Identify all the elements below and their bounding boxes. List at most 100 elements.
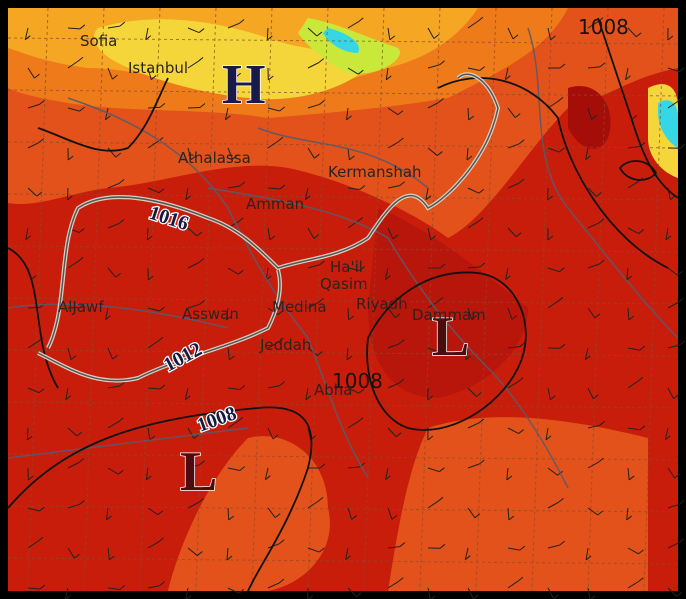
wind-barb (679, 340, 685, 346)
wind-barb (232, 154, 238, 160)
wind-barb (187, 303, 200, 309)
wind-barb (430, 235, 436, 241)
wind-barb (626, 515, 632, 521)
wind-barb (664, 427, 669, 440)
wind-barb (385, 475, 391, 481)
wind-barb (627, 581, 639, 589)
wind-barb (147, 387, 161, 390)
grid (7, 7, 679, 592)
wind-barb (147, 541, 159, 549)
wind-barb (67, 547, 75, 559)
wind-barb (27, 587, 41, 590)
wind-barb (237, 217, 244, 223)
cool-field (94, 19, 368, 100)
isobars (7, 17, 679, 592)
wind-barb (107, 421, 119, 429)
wind-barb (198, 28, 205, 33)
wind-barb (359, 185, 366, 190)
wind-barb (627, 380, 639, 389)
wind-barb (64, 587, 69, 599)
wind-barb (674, 473, 680, 479)
wind-barb (399, 542, 406, 547)
wind-barb (346, 355, 353, 361)
wind-barb (307, 547, 320, 553)
city-label: Medina (272, 298, 327, 316)
wind-barb (479, 262, 486, 268)
wind-barb (197, 551, 203, 556)
wind-barb (279, 381, 286, 386)
wind-barb (24, 27, 29, 40)
wind-barb (147, 275, 154, 281)
wind-barb (507, 547, 520, 551)
wind-barb (467, 587, 474, 599)
wind-barb (307, 62, 319, 69)
wind-barb (627, 181, 639, 189)
wind-barb (274, 513, 281, 518)
wind-barb (638, 229, 644, 234)
wind-barb (637, 577, 644, 583)
wind-barb (319, 463, 326, 469)
city-label: Istanbul (128, 59, 188, 77)
wind-barb (557, 296, 564, 302)
wind-barb (427, 64, 440, 69)
wind-barb (678, 538, 685, 544)
wind-barb (307, 27, 318, 37)
wind-barb (347, 307, 350, 321)
wind-barb (307, 301, 319, 309)
wind-barb (590, 595, 596, 599)
wind-barb (277, 136, 284, 142)
wind-barb (27, 475, 34, 481)
wind-barb (267, 427, 274, 440)
wind-barb (67, 261, 79, 269)
wind-barb (519, 545, 526, 551)
wind-barb (628, 315, 635, 321)
wind-barb (667, 267, 678, 276)
wind-barb (147, 141, 159, 149)
wind-barb (265, 475, 271, 481)
wind-barb (627, 347, 640, 351)
grid-line (195, 7, 217, 592)
wind-barb (115, 272, 121, 278)
wind-barb (628, 475, 635, 481)
wind-barb (278, 578, 285, 584)
low-pressure: L (432, 306, 469, 368)
wind-barb (427, 435, 434, 441)
wind-barb (185, 187, 189, 200)
wind-barb (518, 178, 525, 184)
wind-barb (437, 296, 444, 302)
wind-barb (117, 417, 124, 423)
wind-barb (317, 351, 323, 356)
wind-barb (626, 267, 629, 280)
wind-barb (392, 234, 399, 240)
wind-barb (464, 547, 469, 560)
wind-barb (596, 192, 602, 197)
isobar-1012 (37, 269, 281, 382)
wind-barb (229, 355, 235, 361)
wind-barb (190, 155, 197, 160)
wind-barb (594, 313, 601, 319)
wind-barb (317, 496, 324, 502)
wind-barb (67, 27, 81, 30)
wind-barb (439, 467, 445, 473)
wind-barb (67, 347, 72, 360)
wind-barb (347, 466, 360, 469)
wind-barb (547, 501, 559, 509)
wind-barb (239, 385, 246, 390)
wind-barb (237, 269, 244, 275)
wind-barb (505, 267, 509, 280)
wind-barb (425, 187, 429, 200)
wind-barb (109, 555, 115, 561)
wind-barb (625, 67, 629, 80)
wind-barb (597, 510, 604, 516)
wind-barb (307, 500, 319, 509)
wind-barb (227, 467, 240, 471)
warm-field (168, 436, 330, 591)
wind-barb (27, 187, 38, 197)
wind-barb (147, 67, 152, 80)
wind-barb (507, 307, 513, 320)
wind-barb (105, 315, 111, 321)
wind-barb (279, 184, 286, 190)
wind-barb (387, 141, 399, 149)
wind-barb (226, 555, 233, 561)
wind-barb (507, 107, 516, 118)
